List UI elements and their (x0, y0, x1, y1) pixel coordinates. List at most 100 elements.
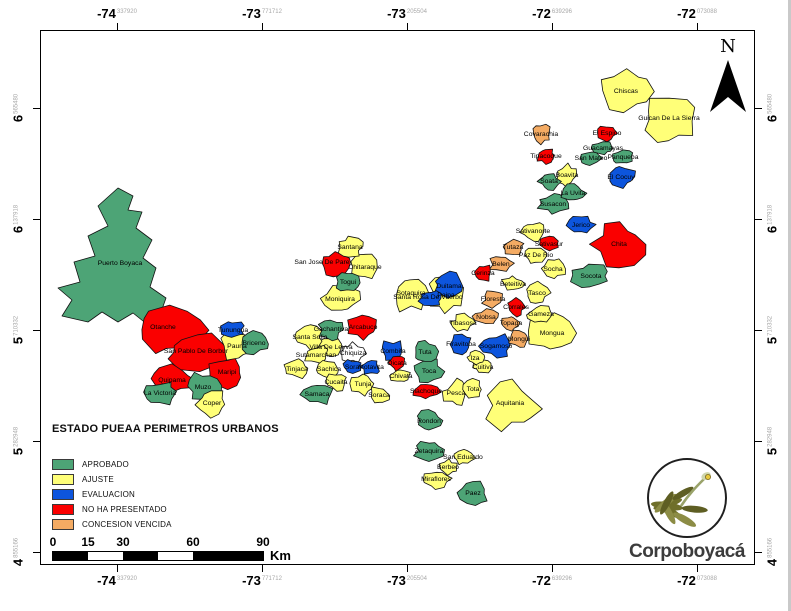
axis-tick-label: 5710332 (764, 315, 780, 345)
municipality-label-jerico: Jerico (572, 222, 590, 229)
municipality-label-susacon: Susacon (540, 201, 567, 208)
axis-tick (755, 440, 762, 442)
municipality-oicata (387, 355, 406, 372)
axis-tick (755, 329, 762, 331)
municipality-label-soraca: Soraca (368, 392, 390, 399)
municipality-label-maripi: Maripi (218, 369, 237, 376)
municipality-label-topaga: Topaga (500, 320, 523, 327)
axis-tick (406, 23, 408, 30)
legend-item-concesion-vencida: CONCESION VENCIDA (52, 517, 302, 532)
scale-bar-unit: Km (270, 548, 291, 563)
axis-tick-label: 6137918 (10, 204, 26, 234)
municipality-siachoque (412, 384, 442, 400)
municipality-label-tota: Tota (467, 386, 480, 393)
municipality-label-tunja: Tunja (355, 381, 372, 388)
scale-bar-tick-label: 0 (49, 535, 57, 549)
municipality-label-san-jose-de-pare: San Jose De Pare (294, 259, 349, 266)
municipality-susacon (536, 193, 570, 215)
logo: Corpoboyacá (627, 458, 747, 563)
municipality-label-pesca: Pesca (447, 390, 466, 397)
municipality-label-togui: Togui (340, 279, 357, 286)
axis-tick-label: -73771712 (242, 573, 282, 588)
municipality-tota (462, 377, 482, 399)
municipality-panqueba (612, 149, 634, 164)
municipality-label-sogamoso: Sogamoso (480, 343, 513, 350)
municipality-label-chiquiza: Chiquiza (340, 350, 367, 357)
municipality-label-pauna: Pauna (227, 343, 247, 350)
municipality-samaca (299, 384, 334, 405)
axis-tick (261, 23, 263, 30)
municipality-label-gameza: Gameza (528, 311, 554, 318)
municipality-label-la-victoria: La Victoria (144, 390, 176, 397)
axis-tick-label: 4855166 (764, 537, 780, 567)
legend-label: NO HA PRESENTADO (82, 505, 167, 514)
municipality-label-paz-de-rio: Paz De Rio (519, 252, 554, 259)
municipality-label-floresta: Floresta (481, 296, 506, 303)
municipality-duitama (433, 270, 464, 299)
municipality-label-sachica: Sachica (317, 366, 341, 373)
municipality-label-quipama: Quipama (158, 377, 186, 384)
municipality-label-tuta: Tuta (418, 349, 432, 356)
window-edge (788, 0, 791, 611)
municipality-el-espino (597, 125, 618, 143)
municipality-boavita (556, 162, 578, 187)
municipality-corrales (507, 297, 527, 318)
municipality-label-cuitiva: Cuitiva (473, 364, 494, 371)
municipality-label-chita: Chita (611, 241, 627, 248)
axis-tick-label: -74337920 (97, 6, 137, 21)
municipality-label-muzo: Muzo (195, 384, 212, 391)
municipality-label-sutamarchan: Sutamarchan (296, 352, 337, 359)
municipality-tunungua (220, 321, 245, 338)
municipality-sativasur (539, 235, 559, 252)
municipality-tutaza (502, 238, 525, 256)
municipality-label-san-pablo-de-borbur: San Pablo De Borbur (164, 348, 229, 355)
axis-tick-label: 5282948 (10, 426, 26, 456)
frailejon-plant-icon (651, 472, 712, 527)
municipality-label-boavita: Boavita (556, 172, 579, 179)
axis-tick-label: -72073088 (677, 573, 717, 588)
municipality-label-toca: Toca (422, 368, 437, 375)
axis-tick (33, 440, 40, 442)
scale-bar-segment (123, 552, 158, 560)
municipality-label-sativasur: Sativasur (535, 241, 564, 248)
municipality-label-tutaza: Tutaza (503, 244, 524, 251)
municipality-label-motavita: Motavita (358, 364, 384, 371)
axis-tick (33, 218, 40, 220)
municipality-puerto-boyaca (57, 187, 173, 333)
municipality-topaga (500, 316, 521, 332)
legend-item-no-ha-presentado: NO HA PRESENTADO (52, 502, 302, 517)
municipality-label-cerinza: Cerinza (471, 270, 495, 277)
municipality-map: Puerto Boyaca Otanche San Pablo De Borbur T… (57, 68, 700, 506)
municipality-label-socha: Socha (543, 266, 562, 273)
municipality-togui (335, 272, 361, 292)
municipality-la-victoria (143, 381, 177, 406)
axis-tick-label: -72073088 (677, 6, 717, 21)
municipality-tunja (349, 373, 375, 397)
municipality-label-tibasosa: Tibasosa (449, 320, 477, 327)
municipality-mongui (508, 329, 529, 348)
municipality-paz-de-rio (524, 247, 548, 264)
scale-bar-segment (53, 552, 88, 560)
axis-tick (406, 565, 408, 572)
municipality-label-firavitoba: Firavitoba (446, 341, 476, 348)
scale-bar-tick-label: 90 (256, 535, 270, 549)
municipality-guacamayas (591, 141, 614, 156)
municipality-belen (488, 256, 515, 272)
axis-tick-label: 6565480 (764, 93, 780, 123)
municipality-santa-rosa-de-viterbo (417, 290, 442, 307)
municipality-label-tasco: Tasco (528, 290, 546, 297)
scale-bar-segment (158, 552, 193, 560)
municipality-pauna (220, 332, 250, 361)
municipality-pesca (441, 377, 467, 406)
legend: ESTADO PUEAA PERIMETROS URBANOS APROBADO… (52, 423, 302, 532)
legend-swatch (52, 519, 74, 530)
municipality-gameza (526, 305, 553, 323)
municipality-label-la-uvita: La Uvita (561, 190, 586, 197)
municipality-soraca (370, 386, 391, 404)
municipality-socota (570, 263, 608, 289)
municipality-briceno (241, 330, 269, 356)
municipality-label-gachantiva: Gachantiva (314, 326, 349, 333)
axis-tick (33, 107, 40, 109)
municipality-label-mongua: Mongua (540, 330, 565, 337)
municipality-beteitiva (500, 275, 526, 291)
